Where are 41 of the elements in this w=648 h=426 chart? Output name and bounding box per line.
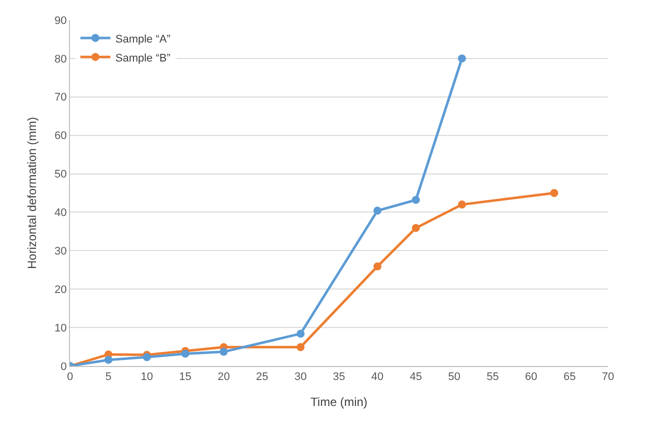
y-tick-label: 70 — [54, 92, 67, 104]
point — [373, 262, 382, 270]
y-tick-label: 10 — [54, 322, 67, 334]
x-tick-label: 35 — [332, 371, 346, 384]
x-tick-label: 40 — [371, 371, 384, 384]
x-tick-label: 15 — [179, 371, 192, 384]
y-tick-label: 20 — [54, 284, 67, 296]
point — [550, 189, 558, 197]
x-tick-label: 30 — [294, 371, 307, 384]
legend-label: Sample “A” — [115, 33, 171, 46]
x-tick-label: 65 — [563, 371, 576, 384]
point — [412, 224, 420, 232]
x-tick-label: 10 — [140, 371, 153, 384]
point — [104, 356, 112, 364]
x-tick-label: 45 — [410, 371, 422, 384]
y-tick-label: 80 — [54, 53, 67, 66]
y-tick-label: 0 — [60, 360, 67, 373]
point — [296, 330, 305, 338]
y-tick-label: 30 — [54, 246, 67, 258]
x-tick-label: 25 — [256, 371, 268, 384]
y-axis-title: Horizontal deformation (mm) — [24, 116, 39, 270]
point — [458, 54, 466, 62]
x-axis-title: Time (min) — [310, 395, 368, 410]
y-tick-label: 50 — [54, 168, 67, 181]
point — [373, 206, 382, 215]
x-tick-label: 55 — [486, 371, 499, 384]
point — [181, 350, 190, 358]
x-tick-label: 5 — [105, 371, 112, 384]
x-tick-label: 20 — [218, 371, 230, 384]
legend-label: Sample “B” — [115, 52, 171, 64]
point — [458, 200, 466, 209]
x-tick-label: 70 — [602, 371, 614, 384]
point — [220, 348, 228, 356]
y-tick-label: 40 — [54, 207, 67, 220]
y-tick-label: 60 — [54, 130, 67, 142]
point — [142, 353, 151, 362]
x-tick-label: 50 — [448, 371, 460, 384]
x-tick-label: 60 — [525, 371, 538, 384]
point — [412, 196, 420, 204]
y-tick-label: 90 — [54, 14, 67, 27]
point — [296, 343, 305, 352]
